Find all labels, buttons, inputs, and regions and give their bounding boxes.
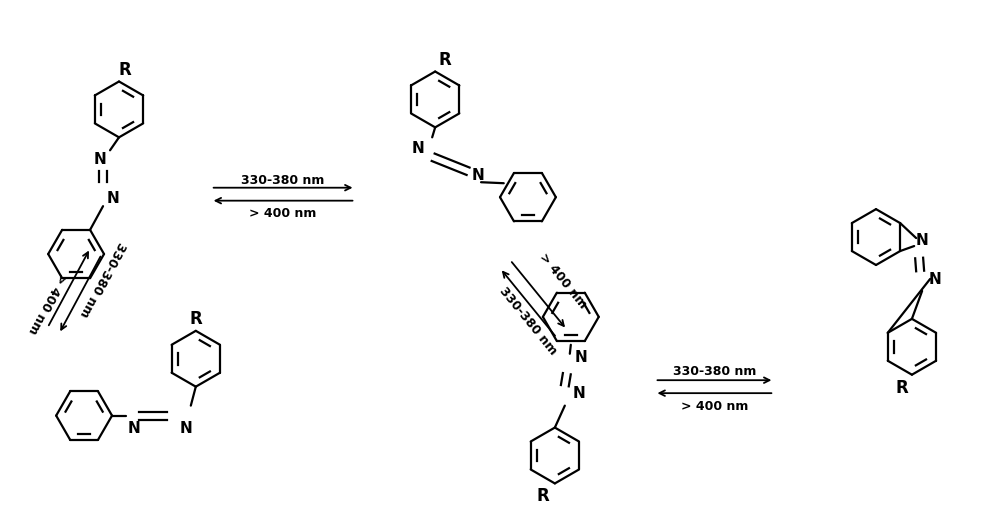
Text: N: N	[179, 421, 192, 436]
Text: N: N	[128, 421, 140, 436]
Text: N: N	[929, 272, 941, 287]
Text: > 400 nm: > 400 nm	[249, 207, 317, 220]
Text: 330-380 nm: 330-380 nm	[673, 365, 756, 378]
Text: R: R	[439, 51, 452, 69]
Text: N: N	[574, 350, 587, 365]
Text: N: N	[572, 386, 585, 401]
Text: 330-380 nm: 330-380 nm	[77, 239, 128, 319]
Text: N: N	[94, 152, 106, 167]
Text: > 400 nm: > 400 nm	[25, 270, 68, 335]
Text: N: N	[472, 168, 484, 183]
Text: N: N	[412, 141, 425, 156]
Text: 330-380 nm: 330-380 nm	[497, 285, 560, 357]
Text: > 400 nm: > 400 nm	[537, 251, 590, 311]
Text: R: R	[896, 379, 908, 397]
Text: R: R	[537, 487, 549, 505]
Text: R: R	[119, 60, 131, 78]
Text: R: R	[189, 310, 202, 328]
Text: N: N	[916, 233, 929, 248]
Text: 330-380 nm: 330-380 nm	[241, 174, 325, 187]
Text: > 400 nm: > 400 nm	[681, 400, 748, 413]
Text: N: N	[107, 190, 119, 206]
